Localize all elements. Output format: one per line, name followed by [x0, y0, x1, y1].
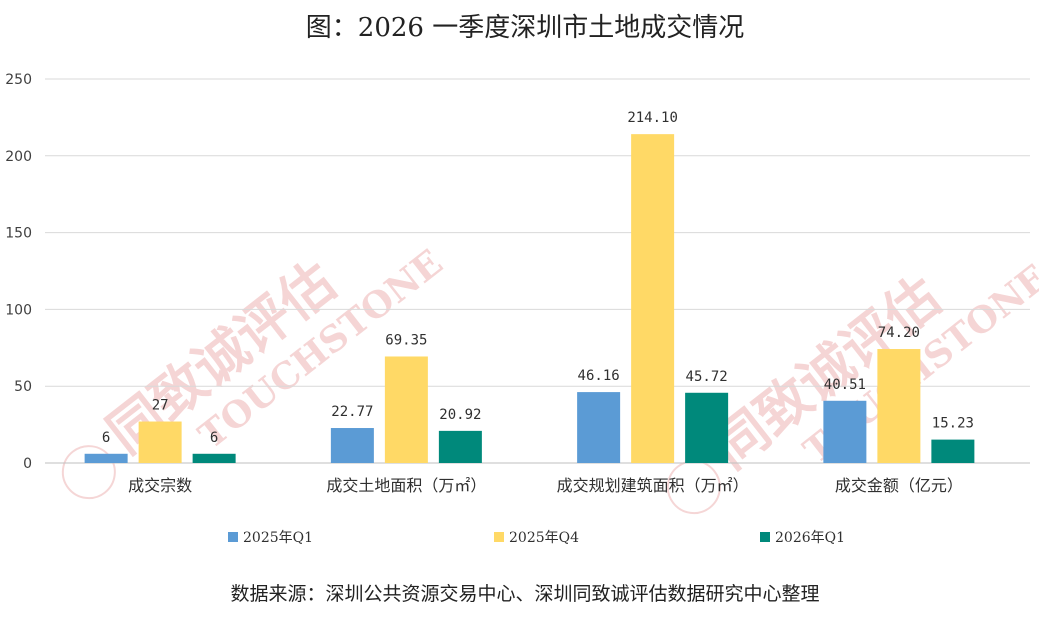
y-axis-ticks: 0 50 100 150 200 250 — [5, 72, 32, 472]
y-tick-label: 150 — [5, 226, 32, 242]
source-note: 数据来源：深圳公共资源交易中心、深圳同致诚评估数据研究中心整理 — [230, 583, 819, 605]
data-label: 6 — [210, 430, 218, 446]
data-label: 15.23 — [932, 416, 974, 432]
legend-swatch — [494, 532, 504, 542]
legend-swatch — [228, 532, 238, 542]
bar-3-3 — [685, 392, 729, 463]
bar-3-2 — [631, 134, 675, 463]
y-tick-label: 250 — [5, 72, 32, 88]
bar-1-3 — [192, 453, 236, 463]
x-category-label: 成交土地面积（万㎡） — [326, 476, 486, 495]
data-labels: 6 27 6 22.77 69.35 20.92 46.16 214.10 45.72 40.51… — [102, 110, 974, 446]
y-tick-label: 0 — [23, 456, 32, 472]
bar-4-2 — [877, 349, 921, 463]
bar-1-2 — [138, 421, 182, 463]
legend: 2025年Q1 2025年Q4 2026年Q1 — [228, 530, 845, 546]
bar-2-3 — [438, 430, 482, 463]
legend-label: 2025年Q4 — [509, 530, 579, 546]
bars — [84, 134, 975, 463]
x-category-label: 成交金额（亿元） — [835, 476, 963, 495]
bar-2-2 — [384, 356, 428, 463]
data-label: 74.20 — [878, 325, 920, 341]
y-tick-label: 100 — [5, 302, 32, 318]
legend-label: 2026年Q1 — [775, 530, 845, 546]
data-label: 69.35 — [385, 332, 427, 348]
chart-title: 图：2026 一季度深圳市土地成交情况 — [306, 13, 744, 43]
bar-4-1 — [823, 400, 867, 463]
bar-4-3 — [931, 439, 975, 463]
legend-label: 2025年Q1 — [243, 530, 313, 546]
data-label: 22.77 — [331, 404, 373, 420]
bar-1-1 — [84, 453, 128, 463]
data-label: 20.92 — [439, 407, 481, 423]
y-tick-label: 50 — [14, 379, 32, 395]
data-label: 46.16 — [578, 368, 620, 384]
x-category-label: 成交规划建筑面积（万㎡） — [557, 476, 749, 495]
x-category-label: 成交宗数 — [128, 476, 192, 495]
legend-swatch — [760, 532, 770, 542]
y-tick-label: 200 — [5, 149, 32, 165]
data-label: 27 — [152, 398, 169, 414]
x-axis-categories: 成交宗数 成交土地面积（万㎡） 成交规划建筑面积（万㎡） 成交金额（亿元） — [128, 476, 963, 495]
data-label: 214.10 — [627, 110, 678, 126]
data-label: 45.72 — [686, 369, 728, 385]
bar-3-1 — [577, 392, 621, 463]
bar-2-1 — [330, 428, 374, 463]
data-label: 40.51 — [824, 377, 866, 393]
data-label: 6 — [102, 430, 110, 446]
